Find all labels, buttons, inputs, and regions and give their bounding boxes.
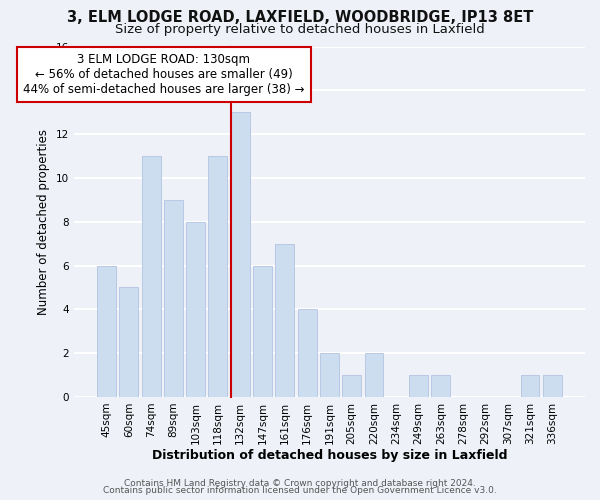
Bar <box>142 156 161 397</box>
Text: Contains HM Land Registry data © Crown copyright and database right 2024.: Contains HM Land Registry data © Crown c… <box>124 478 476 488</box>
Bar <box>119 288 138 397</box>
X-axis label: Distribution of detached houses by size in Laxfield: Distribution of detached houses by size … <box>152 450 507 462</box>
Bar <box>97 266 116 397</box>
Text: Contains public sector information licensed under the Open Government Licence v3: Contains public sector information licen… <box>103 486 497 495</box>
Text: 3 ELM LODGE ROAD: 130sqm
← 56% of detached houses are smaller (49)
44% of semi-d: 3 ELM LODGE ROAD: 130sqm ← 56% of detach… <box>23 53 305 96</box>
Bar <box>365 353 383 397</box>
Bar <box>320 353 339 397</box>
Bar <box>298 310 317 397</box>
Bar <box>275 244 294 397</box>
Text: 3, ELM LODGE ROAD, LAXFIELD, WOODBRIDGE, IP13 8ET: 3, ELM LODGE ROAD, LAXFIELD, WOODBRIDGE,… <box>67 10 533 25</box>
Text: Size of property relative to detached houses in Laxfield: Size of property relative to detached ho… <box>115 22 485 36</box>
Y-axis label: Number of detached properties: Number of detached properties <box>37 128 50 314</box>
Bar <box>521 375 539 397</box>
Bar <box>231 112 250 397</box>
Bar <box>164 200 183 397</box>
Bar <box>208 156 227 397</box>
Bar <box>431 375 451 397</box>
Bar <box>543 375 562 397</box>
Bar <box>409 375 428 397</box>
Bar <box>253 266 272 397</box>
Bar <box>186 222 205 397</box>
Bar <box>342 375 361 397</box>
